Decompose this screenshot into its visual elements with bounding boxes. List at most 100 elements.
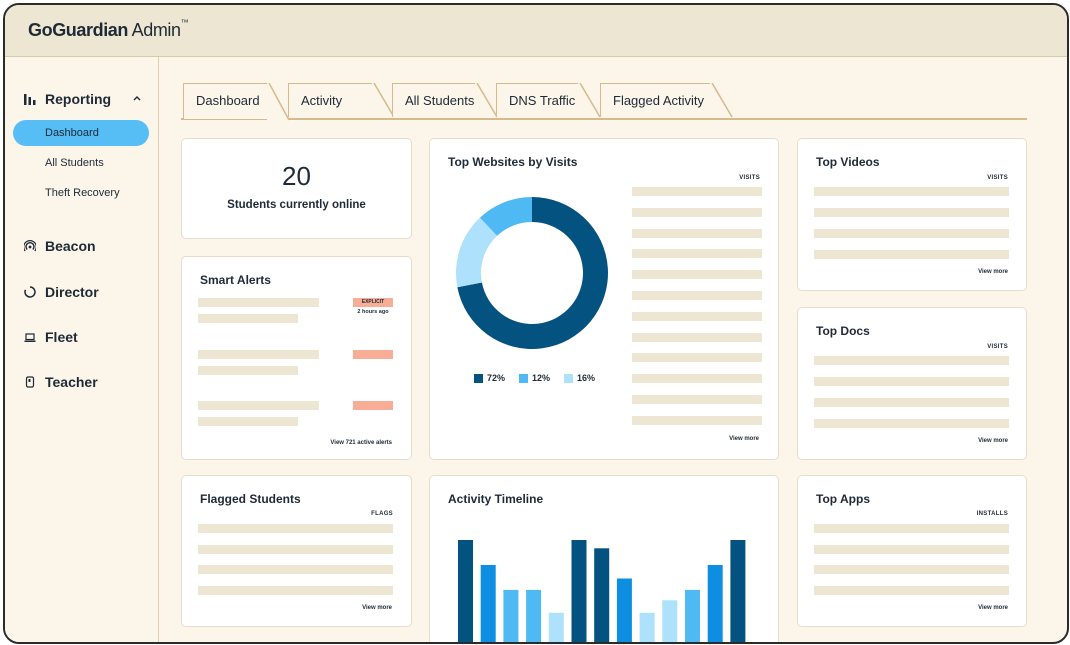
view-more-link[interactable]: View more [362, 605, 392, 611]
explicit-badge: EXPLICIT [353, 298, 393, 307]
view-more-link[interactable]: View more [978, 269, 1008, 275]
tab-flagged-activity[interactable]: Flagged Activity [600, 82, 733, 117]
sidebar-item-teacher[interactable]: Teacher [23, 374, 98, 390]
tab-dashboard[interactable]: Dashboard [183, 82, 290, 120]
top-docs-card: Top Docs VISITS View more [797, 307, 1027, 460]
sidebar-item-beacon[interactable]: Beacon [23, 238, 96, 254]
view-more-link[interactable]: View more [978, 605, 1008, 611]
list-line [814, 545, 1009, 554]
list-line [632, 228, 762, 238]
online-count: 20 [282, 161, 311, 191]
list-line [814, 187, 1009, 196]
sidebar-item-label: Director [45, 284, 99, 300]
sidebar-item-label: Beacon [45, 238, 96, 254]
alert-time: 2 hours ago [357, 309, 389, 315]
students-online-card: 20 Students currently online [181, 138, 412, 239]
bar-chart-icon [23, 93, 37, 105]
sidebar-item-label: Reporting [45, 91, 112, 107]
list-line [632, 332, 762, 342]
list-line [198, 524, 393, 533]
smart-alerts-card: Smart Alerts EXPLICIT 2 hours ago View 7… [181, 256, 412, 460]
timeline-bar [458, 540, 473, 642]
websites-donut-chart [456, 197, 608, 349]
alert-line [198, 366, 298, 375]
column-header: VISITS [987, 344, 1008, 350]
teacher-icon [23, 376, 37, 388]
list-line [198, 586, 393, 595]
list-line [814, 586, 1009, 595]
sidebar-subitem-label: Dashboard [45, 127, 99, 139]
card-title: Top Videos [816, 155, 880, 169]
donut-slice [456, 217, 498, 288]
timeline-bar [503, 589, 519, 642]
list-line [814, 398, 1009, 407]
list-line [814, 524, 1009, 533]
sidebar-item-director[interactable]: Director [23, 284, 99, 300]
activity-timeline-card: Activity Timeline [429, 475, 779, 642]
view-more-link[interactable]: View more [729, 436, 759, 442]
timeline-bar [662, 600, 678, 642]
sidebar-item-fleet[interactable]: Fleet [23, 329, 78, 345]
alert-line [198, 417, 298, 426]
list-line [632, 415, 762, 425]
list-line [814, 565, 1009, 574]
tab-label: Activity [301, 93, 343, 108]
list-line [632, 353, 762, 363]
sidebar-item-label: Fleet [45, 329, 78, 345]
timeline-bar [616, 578, 632, 642]
sidebar-subitem-dashboard[interactable]: Dashboard [13, 120, 149, 146]
legend-item: 12% [519, 373, 550, 383]
top-websites-card: Top Websites by Visits VISITS 72% 12% 16… [429, 138, 779, 460]
sidebar-item-reporting[interactable]: Reporting [23, 91, 111, 107]
sidebar: Reporting Dashboard All Students Theft R… [5, 57, 159, 642]
tab-dns-traffic[interactable]: DNS Traffic [496, 82, 601, 117]
legend-label: 16% [577, 373, 596, 383]
list-line [632, 207, 762, 217]
legend-label: 12% [532, 373, 551, 383]
tab-all-students[interactable]: All Students [392, 82, 498, 117]
timeline-bar [685, 589, 700, 642]
alert-badge [353, 350, 393, 359]
list-line [632, 374, 762, 384]
card-title: Activity Timeline [448, 492, 544, 506]
app-window: GoGuardian Admin™ Reporting Dashboard Al… [3, 3, 1069, 644]
view-more-link[interactable]: View more [978, 438, 1008, 444]
card-title: Top Docs [816, 324, 870, 338]
timeline-bar [526, 589, 542, 642]
alert-line [198, 314, 298, 323]
donut-slice [479, 197, 532, 236]
list-line [632, 270, 762, 280]
chevron-up-icon[interactable] [133, 93, 141, 104]
tab-label: DNS Traffic [509, 93, 576, 108]
alert-badge [353, 401, 393, 410]
app-logo[interactable]: GoGuardian Admin™ [28, 18, 189, 40]
card-title: Top Apps [816, 492, 870, 506]
tab-label: Flagged Activity [613, 93, 705, 108]
alert-line [198, 298, 319, 307]
sidebar-subitem-all-students[interactable]: All Students [13, 150, 149, 176]
online-label: Students currently online [227, 199, 366, 211]
list-line [814, 229, 1009, 238]
list-line [814, 419, 1009, 428]
sidebar-subitem-label: Theft Recovery [45, 187, 120, 199]
tab-activity[interactable]: Activity [288, 82, 395, 117]
list-line [198, 545, 393, 554]
timeline-bar [594, 548, 610, 642]
timeline-bar [639, 612, 655, 642]
list-line [632, 291, 762, 300]
main-content: Dashboard Activity All Students DNS Traf… [159, 57, 1067, 642]
sidebar-subitem-theft-recovery[interactable]: Theft Recovery [13, 180, 149, 206]
sidebar-subitem-label: All Students [45, 157, 104, 169]
column-header: INSTALLS [976, 511, 1008, 517]
legend-label: 72% [487, 373, 506, 383]
list-line [814, 250, 1009, 259]
flagged-students-card: Flagged Students FLAGS View more [181, 475, 412, 627]
legend-item: 16% [564, 373, 595, 383]
column-header: VISITS [739, 175, 760, 181]
view-alerts-link[interactable]: View 721 active alerts [330, 440, 392, 446]
card-title: Smart Alerts [200, 273, 271, 287]
tab-divider [181, 118, 1027, 120]
legend-swatch [474, 373, 483, 383]
alert-line [198, 350, 319, 359]
list-line [814, 208, 1009, 217]
